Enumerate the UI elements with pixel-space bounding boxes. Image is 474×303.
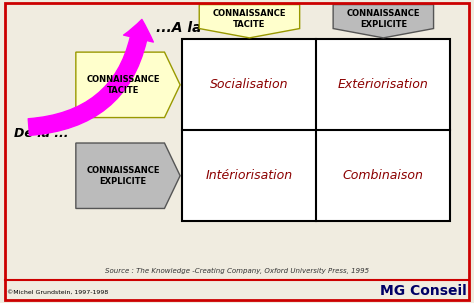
- Text: EXPLICITE: EXPLICITE: [100, 177, 147, 186]
- Polygon shape: [333, 5, 434, 38]
- Text: Combinaison: Combinaison: [343, 169, 424, 182]
- Text: CONNAISSANCE: CONNAISSANCE: [346, 9, 420, 18]
- Text: TACITE: TACITE: [233, 20, 265, 29]
- Polygon shape: [76, 52, 180, 118]
- Polygon shape: [76, 143, 180, 208]
- Text: Source : The Knowledge -Creating Company, Oxford University Press, 1995: Source : The Knowledge -Creating Company…: [105, 268, 369, 274]
- Text: ©Michel Grundstein, 1997-1998: ©Michel Grundstein, 1997-1998: [7, 290, 109, 295]
- Text: Socialisation: Socialisation: [210, 78, 289, 91]
- Text: Extériorisation: Extériorisation: [338, 78, 428, 91]
- Text: TACITE: TACITE: [107, 86, 139, 95]
- Text: De la ...: De la ...: [14, 127, 69, 140]
- Text: CONNAISSANCE: CONNAISSANCE: [87, 166, 160, 175]
- Text: CONNAISSANCE: CONNAISSANCE: [87, 75, 160, 84]
- Text: ...A la: ...A la: [156, 21, 202, 35]
- Text: CONNAISSANCE: CONNAISSANCE: [213, 9, 286, 18]
- Text: Intériorisation: Intériorisation: [206, 169, 293, 182]
- FancyArrowPatch shape: [28, 19, 154, 135]
- Text: MG Conseil: MG Conseil: [380, 284, 467, 298]
- Text: EXPLICITE: EXPLICITE: [360, 20, 407, 29]
- Polygon shape: [199, 5, 300, 38]
- Bar: [182, 39, 450, 221]
